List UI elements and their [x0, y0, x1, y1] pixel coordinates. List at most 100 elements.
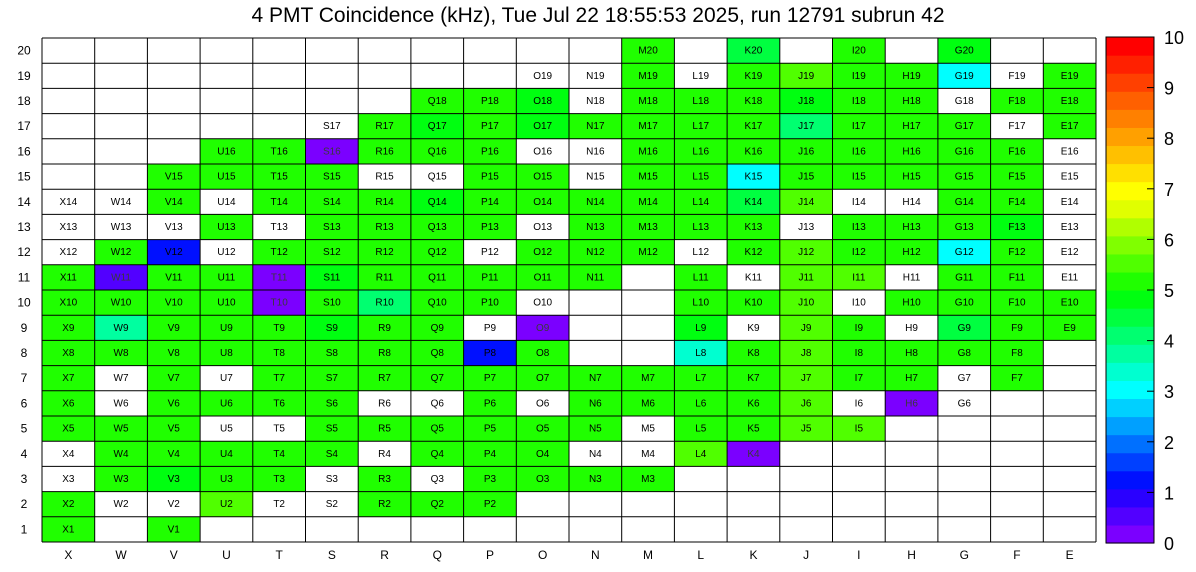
cell-P9 [463, 315, 517, 341]
cell-label: W11 [111, 272, 131, 283]
cell-label: R2 [378, 499, 391, 510]
cell-label: S4 [326, 449, 339, 460]
cell-K16 [727, 138, 780, 164]
x-tick-label: N [591, 548, 600, 562]
x-tick-label: W [115, 548, 127, 562]
cell-label: T14 [271, 197, 289, 208]
cell-label: E10 [1061, 298, 1079, 309]
cell-Q5 [410, 416, 464, 442]
cell-P10 [463, 290, 517, 316]
cell-label: T12 [271, 247, 289, 258]
cell-I14 [832, 189, 886, 215]
color-scale-segment [1106, 344, 1154, 363]
cell-F9 [990, 315, 1044, 341]
cell-X11 [42, 264, 95, 290]
cell-U11 [200, 264, 253, 290]
cell-J19 [779, 63, 833, 89]
y-tick-label: 2 [21, 497, 28, 511]
cell-label: H15 [902, 172, 921, 183]
cell-F12 [990, 239, 1044, 265]
cell-I13 [832, 214, 886, 240]
cell-label: Q4 [431, 449, 445, 460]
color-scale-tick-label: 9 [1164, 79, 1174, 99]
color-scale-tick-label: 4 [1164, 332, 1174, 352]
cell-W7 [94, 365, 148, 391]
cell-label: I15 [852, 172, 866, 183]
heatmap-grid [41, 37, 1097, 543]
cell-H8 [885, 340, 938, 366]
cell-E11 [1043, 264, 1096, 290]
cell-O9 [516, 315, 569, 341]
cell-label: K18 [745, 96, 763, 107]
cell-label: K19 [745, 71, 763, 82]
cell-label: F10 [1008, 298, 1026, 309]
cell-I11 [832, 264, 886, 290]
cell-G15 [937, 164, 991, 190]
y-tick-label: 4 [21, 447, 28, 461]
cell-E13 [1043, 214, 1096, 240]
color-scale-segment [1106, 524, 1154, 544]
cell-label: G11 [955, 272, 974, 283]
cell-S13 [305, 214, 359, 240]
cell-W6 [94, 390, 148, 416]
cell-label: L10 [692, 298, 709, 309]
cell-J17 [779, 113, 833, 139]
cell-label: P7 [484, 373, 497, 384]
cell-label: V14 [165, 197, 183, 208]
cell-label: Q2 [431, 499, 445, 510]
cell-U9 [200, 315, 253, 341]
cell-label: P13 [481, 222, 499, 233]
color-scale-segment [1106, 145, 1154, 165]
cell-label: F8 [1011, 348, 1023, 359]
cell-label: E18 [1061, 96, 1079, 107]
cell-U2 [200, 491, 253, 517]
cell-label: N3 [589, 474, 602, 485]
x-tick-label: R [380, 548, 389, 562]
x-tick-label: V [170, 548, 178, 562]
color-scale-tick-label: 3 [1164, 382, 1174, 402]
cell-label: R11 [376, 272, 394, 283]
cell-L6 [674, 390, 728, 416]
cell-R7 [358, 365, 411, 391]
cell-label: T13 [271, 222, 289, 233]
cell-label: Q7 [431, 373, 445, 384]
cell-R16 [358, 138, 411, 164]
cell-label: G13 [955, 222, 974, 233]
cell-V9 [147, 315, 201, 341]
cell-N6 [569, 390, 622, 416]
cell-X4 [42, 441, 95, 467]
cell-N14 [569, 189, 622, 215]
cell-label: O7 [536, 373, 550, 384]
cell-label: S11 [323, 272, 340, 283]
cell-label: X6 [62, 398, 75, 409]
cell-I12 [832, 239, 886, 265]
cell-O4 [516, 441, 569, 467]
color-scale-segment [1106, 73, 1154, 92]
cell-Q14 [410, 189, 464, 215]
cell-K10 [727, 290, 780, 316]
cell-label: J17 [798, 121, 815, 132]
cell-label: I12 [852, 247, 866, 258]
x-tick-label: L [697, 548, 704, 562]
cell-H6 [885, 390, 938, 416]
cell-W12 [94, 239, 148, 265]
cell-label: P9 [484, 323, 497, 334]
color-scale-tick-label: 5 [1164, 281, 1174, 301]
color-scale-tick-label: 0 [1164, 534, 1174, 554]
cell-I7 [832, 365, 886, 391]
cell-Q17 [410, 113, 464, 139]
cell-label: M18 [638, 96, 658, 107]
cell-label: Q10 [428, 298, 447, 309]
cell-label: P18 [481, 96, 499, 107]
cell-K9 [727, 315, 780, 341]
cell-G14 [937, 189, 991, 215]
cell-label: M4 [641, 449, 655, 460]
cell-label: E15 [1061, 172, 1079, 183]
cell-G19 [937, 63, 991, 89]
cell-label: V7 [168, 373, 181, 384]
cell-G9 [937, 315, 991, 341]
x-tick-label: I [857, 548, 860, 562]
cell-label: T11 [271, 272, 288, 283]
cell-O12 [516, 239, 569, 265]
